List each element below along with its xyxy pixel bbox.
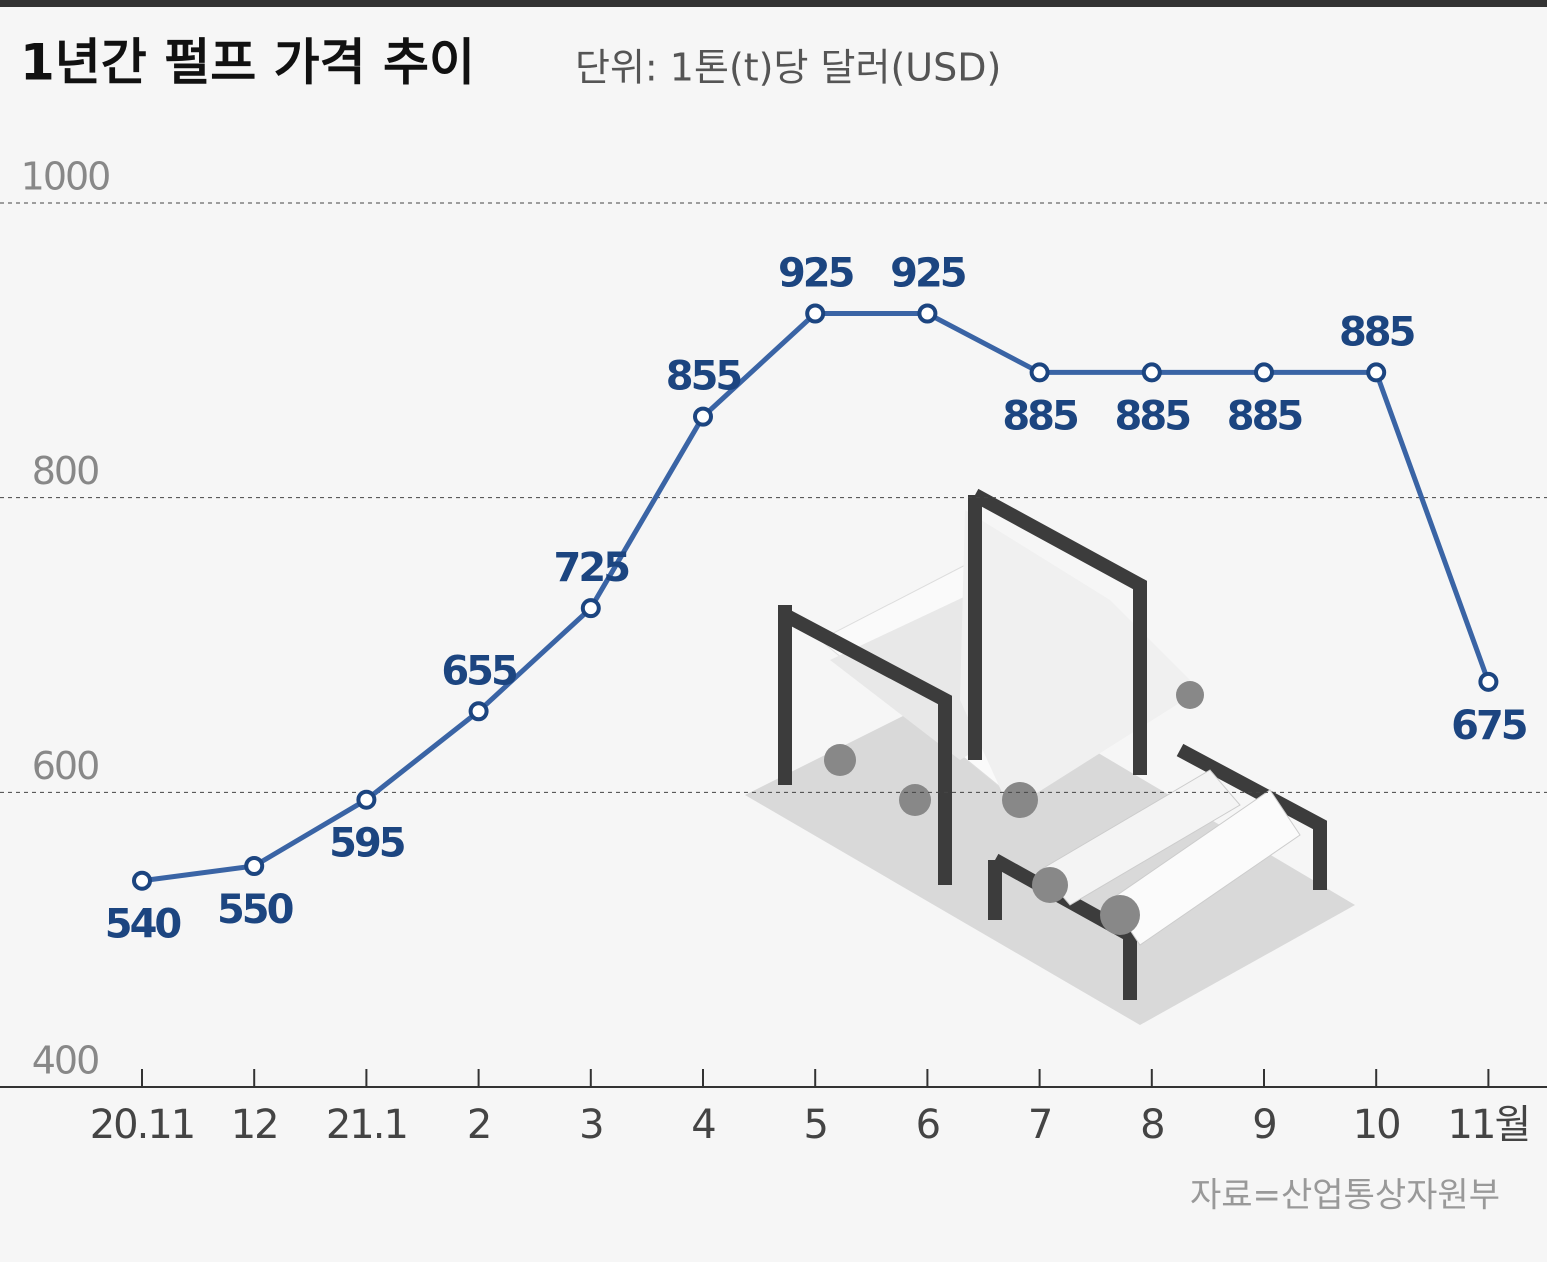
chart-title: 1년간 펄프 가격 추이 bbox=[20, 34, 475, 92]
x-tick-label: 20.11 bbox=[90, 1102, 195, 1148]
x-tick-label: 3 bbox=[579, 1102, 602, 1148]
x-tick-label: 10 bbox=[1353, 1102, 1400, 1148]
point bbox=[580, 598, 601, 619]
point bbox=[1254, 362, 1274, 383]
value-label: 925 bbox=[890, 251, 966, 297]
x-tick-label: 21.1 bbox=[326, 1102, 407, 1148]
source: 자료=산업통상자원부 bbox=[1190, 1176, 1500, 1216]
y-tick-label: 400 bbox=[32, 1039, 99, 1083]
point bbox=[805, 303, 826, 324]
value-label: 725 bbox=[554, 545, 630, 591]
value-label: 655 bbox=[441, 648, 517, 694]
point bbox=[468, 701, 489, 722]
point bbox=[1478, 671, 1499, 692]
x-tick-label: 4 bbox=[691, 1102, 715, 1148]
value-label: 885 bbox=[1227, 393, 1303, 439]
value-label: 885 bbox=[1002, 393, 1078, 439]
x-tick-label: 7 bbox=[1028, 1102, 1051, 1148]
y-tick-label: 800 bbox=[32, 449, 99, 493]
value-label: 595 bbox=[329, 821, 405, 867]
point bbox=[1366, 362, 1387, 383]
point bbox=[917, 303, 938, 324]
illustration bbox=[745, 488, 1355, 1025]
top-bar bbox=[0, 0, 1547, 7]
point bbox=[1029, 362, 1050, 383]
value-label: 885 bbox=[1115, 393, 1191, 439]
x-tick-label: 11월 bbox=[1448, 1102, 1530, 1148]
point bbox=[356, 789, 377, 810]
x-tick-label: 6 bbox=[916, 1102, 939, 1148]
value-label: 675 bbox=[1451, 703, 1527, 749]
y-tick-label: 1000 bbox=[21, 155, 110, 199]
value-label: 540 bbox=[105, 902, 181, 948]
value-label: 855 bbox=[666, 354, 742, 400]
value-label: 885 bbox=[1339, 309, 1415, 355]
y-tick-label: 600 bbox=[32, 744, 99, 788]
chart-subtitle: 단위: 1톤(t)당 달러(USD) bbox=[575, 46, 1001, 90]
x-tick-label: 8 bbox=[1140, 1102, 1163, 1148]
x-tick-label: 2 bbox=[467, 1102, 490, 1148]
point bbox=[132, 870, 152, 891]
point bbox=[1141, 362, 1162, 383]
point bbox=[244, 856, 265, 876]
x-tick-label: 9 bbox=[1252, 1102, 1275, 1148]
point bbox=[693, 406, 713, 427]
value-label: 925 bbox=[778, 251, 854, 297]
value-label: 550 bbox=[217, 887, 293, 933]
x-tick-label: 12 bbox=[231, 1102, 278, 1148]
x-tick-label: 5 bbox=[803, 1102, 826, 1148]
